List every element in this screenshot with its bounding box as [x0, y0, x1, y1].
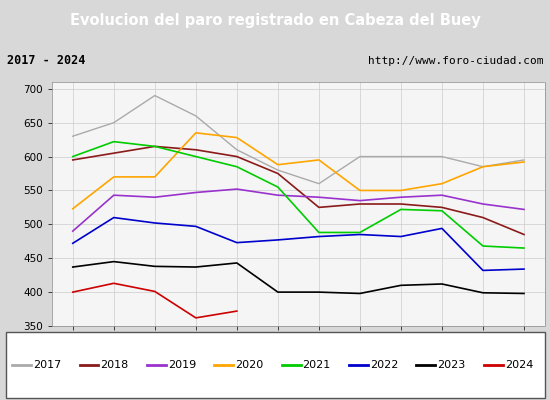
- Text: 2021: 2021: [302, 360, 331, 370]
- Text: 2020: 2020: [235, 360, 263, 370]
- FancyBboxPatch shape: [6, 332, 544, 398]
- Text: 2017 - 2024: 2017 - 2024: [7, 54, 85, 68]
- Text: http://www.foro-ciudad.com: http://www.foro-ciudad.com: [368, 56, 543, 66]
- Text: 2023: 2023: [437, 360, 466, 370]
- Text: 2019: 2019: [168, 360, 196, 370]
- Text: Evolucion del paro registrado en Cabeza del Buey: Evolucion del paro registrado en Cabeza …: [70, 14, 480, 28]
- Text: 2022: 2022: [370, 360, 398, 370]
- Text: 2024: 2024: [505, 360, 533, 370]
- Text: 2017: 2017: [33, 360, 62, 370]
- Text: 2018: 2018: [101, 360, 129, 370]
